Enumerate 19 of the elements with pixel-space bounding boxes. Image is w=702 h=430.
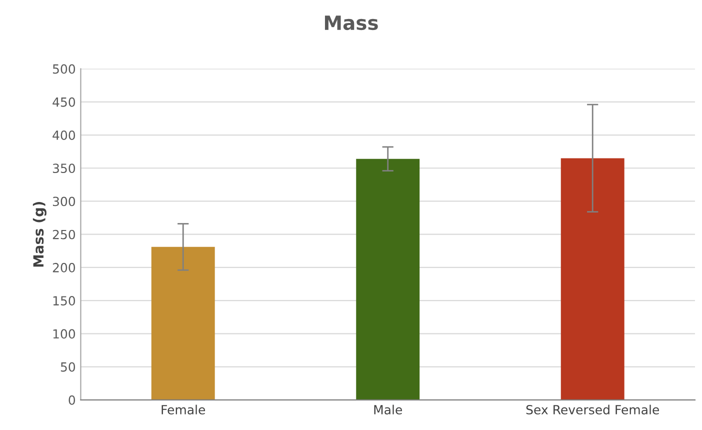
bar [151, 246, 215, 400]
y-tick-label: 200 [52, 262, 76, 272]
x-tick-label: Sex Reversed Female [526, 404, 659, 414]
x-tick-label: Male [374, 404, 402, 414]
y-tick-label: 450 [52, 97, 76, 107]
y-axis-title: Mass (g) [32, 202, 46, 267]
bar [560, 158, 624, 400]
y-tick-label: 300 [52, 196, 76, 206]
y-tick-label: 400 [52, 130, 76, 140]
bar [356, 158, 420, 400]
y-tick-label: 100 [53, 329, 76, 339]
y-tick-label: 350 [52, 164, 76, 174]
y-tick-label: 50 [60, 362, 76, 372]
x-tick-label: Female [162, 404, 206, 414]
y-tick-label: 250 [52, 230, 76, 240]
chart-title: Mass [324, 16, 378, 30]
y-tick-label: 500 [52, 64, 76, 74]
y-tick-label: 150 [53, 296, 76, 306]
y-tick-label: 0 [68, 395, 76, 405]
